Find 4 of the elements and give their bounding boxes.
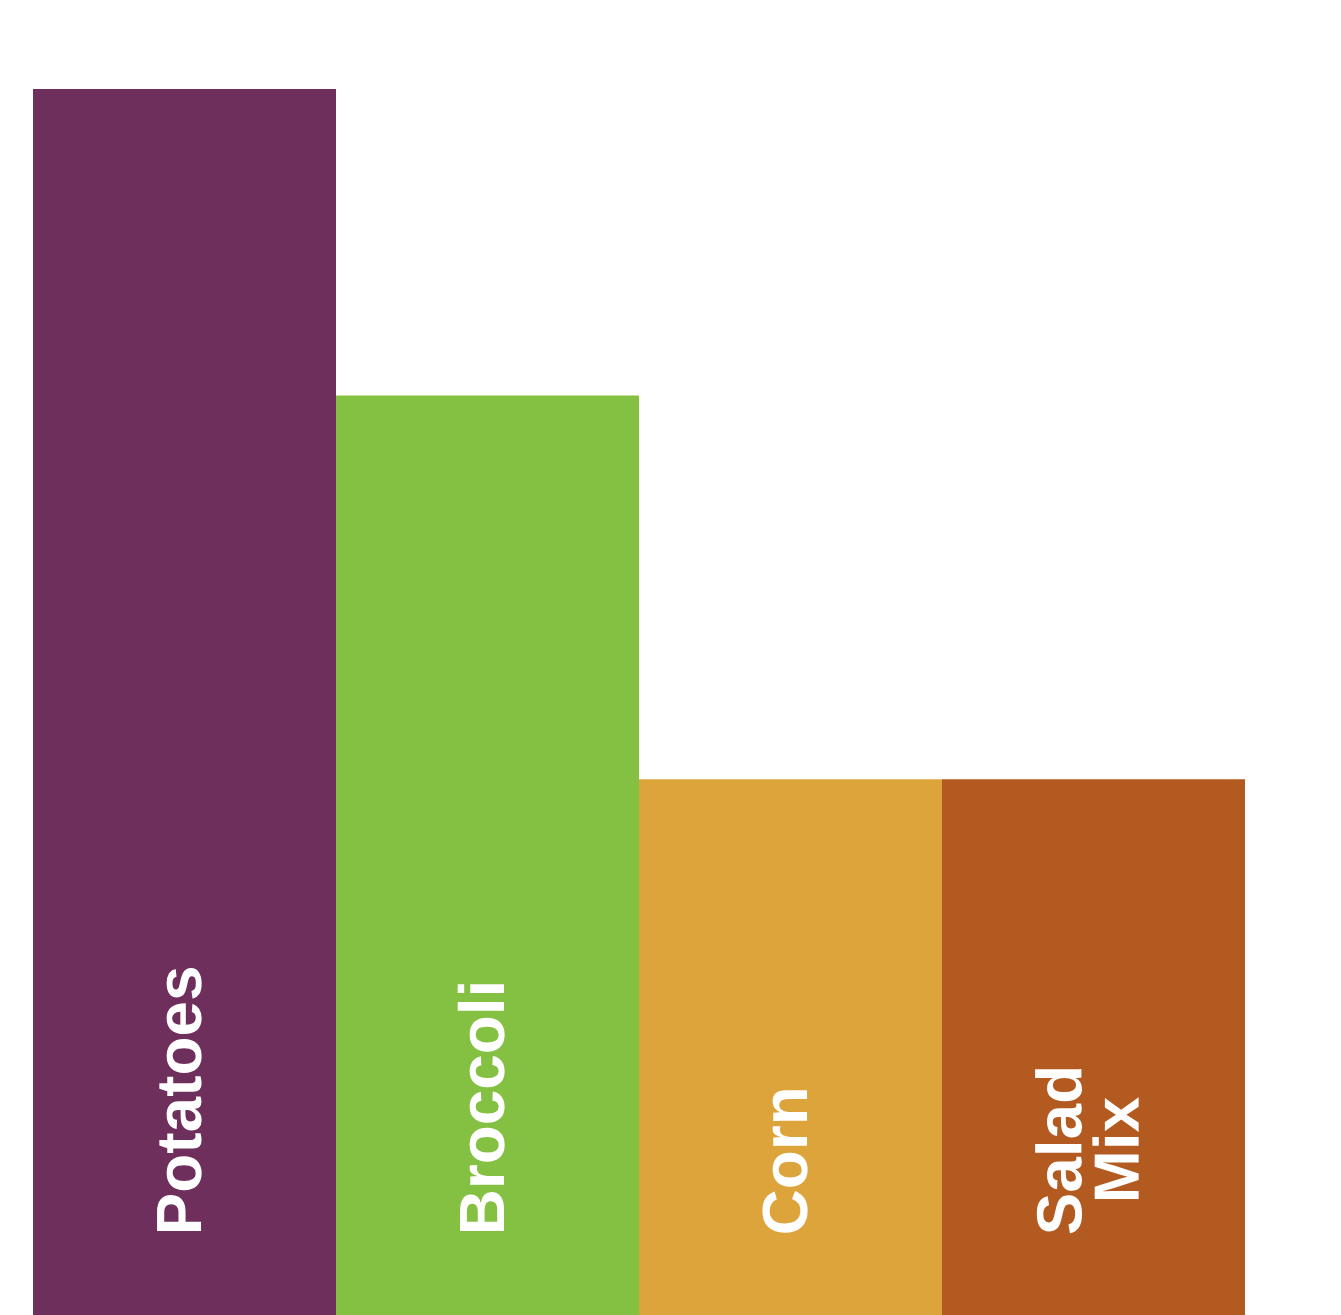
x-tick-label: Corn: [762, 1090, 808, 1233]
x-tick-label: Broccoli: [457, 984, 505, 1232]
x-tick-label: Salad Mix: [1035, 1069, 1139, 1234]
x-tick-label: Potatoes: [157, 968, 202, 1232]
